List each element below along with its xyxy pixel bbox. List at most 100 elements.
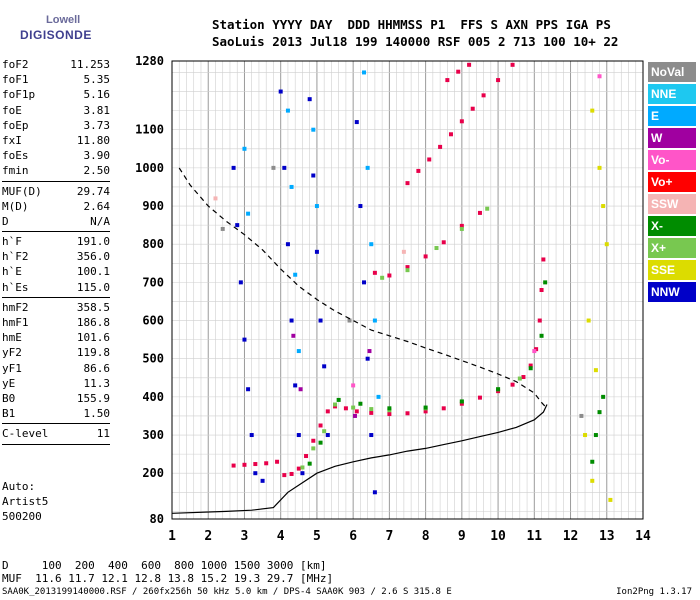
param-name: fmin bbox=[2, 164, 29, 178]
param-row: foEs 3.90 bbox=[2, 148, 110, 163]
param-value: 100.1 bbox=[76, 265, 110, 279]
param-row: yF1 86.6 bbox=[2, 361, 110, 376]
param-name: foEs bbox=[2, 149, 29, 163]
y-tick-label: 1280 bbox=[135, 54, 164, 68]
data-point bbox=[365, 165, 370, 170]
data-point bbox=[405, 411, 410, 416]
data-point bbox=[372, 270, 377, 275]
param-row: foF1 5.35 bbox=[2, 72, 110, 87]
legend-item-w: W bbox=[648, 128, 696, 148]
legend-item-e: E bbox=[648, 106, 696, 126]
param-value: 11.3 bbox=[83, 376, 111, 390]
param-row: D N/A bbox=[2, 214, 110, 229]
data-point bbox=[369, 410, 374, 415]
data-point bbox=[459, 399, 464, 404]
scaled-parameters-panel: foF2 11.253 foF1 5.35 foF1p 5.16 foE 3.81 foEp 3.… bbox=[2, 57, 110, 447]
data-point bbox=[423, 254, 428, 259]
data-point bbox=[608, 497, 613, 502]
x-tick-label: 6 bbox=[349, 529, 357, 544]
data-point bbox=[387, 273, 392, 278]
param-value: 5.35 bbox=[83, 73, 111, 87]
param-value: 191.0 bbox=[76, 235, 110, 249]
x-tick-label: 11 bbox=[526, 529, 542, 544]
info-auto: Auto: bbox=[2, 480, 36, 493]
muf-curve bbox=[178, 167, 546, 407]
data-point bbox=[590, 459, 595, 464]
data-point bbox=[358, 401, 363, 406]
data-point bbox=[528, 363, 533, 368]
x-tick-label: 4 bbox=[277, 529, 285, 544]
data-point bbox=[354, 120, 359, 125]
legend-item-x: X- bbox=[648, 216, 696, 236]
data-point bbox=[445, 78, 450, 83]
data-point bbox=[369, 433, 374, 438]
data-point bbox=[532, 349, 537, 354]
series-noval bbox=[220, 165, 584, 418]
data-point bbox=[459, 401, 464, 406]
data-point bbox=[387, 412, 392, 417]
data-point bbox=[343, 406, 348, 411]
param-row: hmF1 186.8 bbox=[2, 315, 110, 330]
data-point bbox=[362, 280, 367, 285]
file-info-line: SAA0K_2013199140000.RSF / 260fx256h 50 k… bbox=[2, 587, 452, 597]
param-separator bbox=[2, 443, 110, 445]
param-name: h`F bbox=[2, 235, 22, 249]
series-sse bbox=[583, 108, 613, 502]
data-point bbox=[477, 395, 482, 400]
header-line-2: SaoLuis 2013 Jul18 199 140000 RSF 005 2 … bbox=[212, 34, 619, 49]
param-separator bbox=[2, 423, 110, 425]
data-point bbox=[405, 181, 410, 186]
data-point bbox=[231, 463, 236, 468]
param-name: yE bbox=[2, 376, 16, 390]
plot-frame bbox=[171, 60, 644, 520]
y-tick-label: 1100 bbox=[135, 123, 164, 137]
param-row: fmin 2.50 bbox=[2, 163, 110, 178]
param-row: fxI 11.80 bbox=[2, 133, 110, 148]
data-point bbox=[325, 433, 330, 438]
param-name: h`E bbox=[2, 265, 22, 279]
data-point bbox=[496, 78, 501, 83]
data-point bbox=[352, 413, 357, 418]
param-name: foF1p bbox=[2, 88, 36, 102]
param-value: 115.0 bbox=[76, 280, 110, 294]
x-tick-label: 2 bbox=[204, 529, 212, 544]
param-name: C-level bbox=[2, 427, 49, 441]
param-name: yF1 bbox=[2, 361, 22, 375]
param-separator bbox=[2, 296, 110, 298]
data-point bbox=[367, 349, 372, 354]
param-value: 358.5 bbox=[76, 300, 110, 314]
legend-item-sse: SSE bbox=[648, 260, 696, 280]
data-point bbox=[293, 383, 298, 388]
data-point bbox=[289, 318, 294, 323]
data-point bbox=[604, 242, 609, 247]
data-point bbox=[351, 405, 356, 410]
param-row: h`F2 356.0 bbox=[2, 249, 110, 264]
x-tick-label: 5 bbox=[313, 529, 321, 544]
param-name: yF2 bbox=[2, 346, 22, 360]
param-row: foF2 11.253 bbox=[2, 57, 110, 72]
data-point bbox=[311, 446, 316, 451]
y-tick-label: 900 bbox=[142, 199, 164, 213]
data-point bbox=[485, 206, 490, 211]
data-point bbox=[423, 405, 428, 410]
data-point bbox=[539, 288, 544, 292]
param-row: yE 11.3 bbox=[2, 376, 110, 391]
data-point bbox=[376, 394, 381, 399]
series-vo- bbox=[231, 62, 546, 478]
data-point bbox=[539, 333, 544, 338]
param-value: 2.64 bbox=[83, 199, 111, 213]
param-value: 11.80 bbox=[76, 133, 110, 147]
data-point bbox=[242, 462, 247, 467]
param-name: foE bbox=[2, 103, 22, 117]
data-point bbox=[467, 62, 472, 67]
data-point bbox=[423, 409, 428, 414]
param-row: hmF2 358.5 bbox=[2, 300, 110, 315]
data-point bbox=[307, 97, 312, 102]
series-e bbox=[242, 70, 381, 399]
data-point bbox=[434, 246, 439, 251]
param-row: B0 155.9 bbox=[2, 391, 110, 406]
data-point bbox=[246, 211, 251, 216]
series-nnw bbox=[231, 89, 377, 495]
data-point bbox=[387, 406, 392, 411]
data-point bbox=[333, 402, 338, 407]
